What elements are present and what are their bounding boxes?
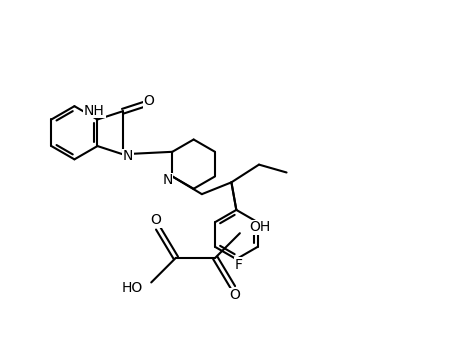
Text: HO: HO — [122, 281, 143, 295]
Text: F: F — [234, 258, 242, 272]
Text: N: N — [122, 149, 133, 163]
Text: O: O — [144, 94, 155, 108]
Text: O: O — [230, 288, 240, 302]
Text: NH: NH — [84, 104, 105, 118]
Text: OH: OH — [249, 220, 271, 234]
Text: N: N — [162, 173, 173, 187]
Text: O: O — [151, 213, 162, 228]
